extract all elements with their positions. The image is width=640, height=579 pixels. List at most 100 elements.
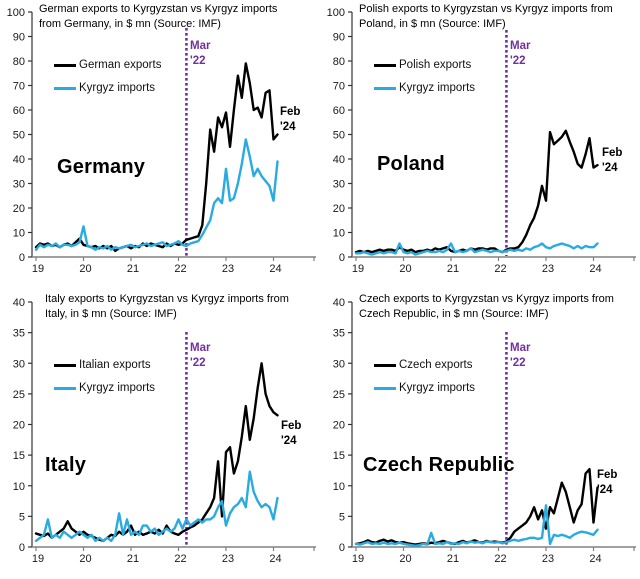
chart-panel-italy: 0 5 10 15 20 25 30 35 40 19 20 21 22 23 24 Italy expor… xyxy=(0,290,320,579)
y-tick-label: 10 xyxy=(13,481,25,493)
chart-title: Italy exports to Kyrgyzstan vs Kyrgyz im… xyxy=(45,292,321,322)
y-tick-label: 40 xyxy=(333,297,345,309)
import-line-swatch xyxy=(54,386,76,390)
x-tick-label: 22 xyxy=(174,263,186,275)
legend-item-exports: Czech exports xyxy=(374,359,475,371)
y-tick-label: 60 xyxy=(333,105,345,117)
legend-item-imports: Kyrgyz imports xyxy=(374,382,475,394)
y-tick-label: 50 xyxy=(13,130,25,142)
country-label: Poland xyxy=(377,153,445,175)
x-tick-label: 21 xyxy=(447,553,459,565)
import-line-swatch xyxy=(54,86,76,90)
legend-item-exports: Polish exports xyxy=(374,59,475,71)
x-tick-label: 23 xyxy=(542,263,554,275)
y-tick-label: 50 xyxy=(333,130,345,142)
legend: German exports Kyrgyz imports xyxy=(54,59,161,94)
chart-title-line1: Italy exports to Kyrgyzstan vs Kyrgyz im… xyxy=(45,293,289,305)
export-line-swatch xyxy=(54,63,76,67)
x-tick-label: 20 xyxy=(79,553,91,565)
mar-22-annotation: Mar '22 xyxy=(510,40,531,67)
x-tick-label: 22 xyxy=(494,553,506,565)
x-tick-label: 23 xyxy=(542,553,554,565)
chart-title-line2: from Germany, in $ mn (Source: IMF) xyxy=(39,18,221,30)
country-label: Italy xyxy=(45,454,87,476)
export-line-swatch xyxy=(374,63,396,67)
y-tick-label: 0 xyxy=(339,252,345,264)
y-tick-label: 15 xyxy=(333,450,345,462)
chart-title: Czech exports to Kyrgyzstan vs Kyrgyz im… xyxy=(359,292,635,322)
y-tick-label: 20 xyxy=(333,420,345,432)
y-tick-label: 80 xyxy=(13,56,25,68)
y-tick-label: 100 xyxy=(7,7,25,19)
x-tick-label: 23 xyxy=(222,553,234,565)
y-tick-label: 40 xyxy=(13,154,25,166)
feb-24-annotation: Feb '24 xyxy=(602,147,623,174)
legend: Polish exports Kyrgyz imports xyxy=(374,59,475,94)
chart-title-line2: Poland, in $ mn (Source: IMF) xyxy=(359,18,506,30)
y-tick-label: 80 xyxy=(333,56,345,68)
x-tick-label: 19 xyxy=(32,263,44,275)
chart-panel-czech-republic: 0 5 10 15 20 25 30 35 40 19 20 21 22 23 24 Czech expor… xyxy=(320,290,640,579)
x-tick-label: 21 xyxy=(447,263,459,275)
feb-24-annotation: Feb '24 xyxy=(597,469,618,496)
mar-22-annotation: Mar '22 xyxy=(510,342,531,369)
y-tick-label: 90 xyxy=(333,32,345,44)
chart-title-line1: Czech exports to Kyrgyzstan vs Kyrgyz im… xyxy=(359,293,614,305)
y-tick-label: 0 xyxy=(19,252,25,264)
import-line-swatch xyxy=(374,386,396,390)
x-tick-label: 24 xyxy=(269,263,281,275)
legend-label-imports: Kyrgyz imports xyxy=(399,382,476,394)
legend-item-imports: Kyrgyz imports xyxy=(54,382,155,394)
y-tick-label: 35 xyxy=(13,328,25,340)
legend-item-exports: Italian exports xyxy=(54,359,155,371)
legend-label-imports: Kyrgyz imports xyxy=(399,82,476,94)
x-tick-label: 24 xyxy=(269,553,281,565)
y-tick-label: 70 xyxy=(13,81,25,93)
x-tick-label: 22 xyxy=(174,553,186,565)
y-tick-label: 35 xyxy=(333,328,345,340)
legend-label-exports: German exports xyxy=(79,59,162,71)
imports-series-line xyxy=(354,504,599,548)
y-tick-label: 40 xyxy=(333,154,345,166)
x-tick-label: 19 xyxy=(32,553,44,565)
germany-plot: 0 10 20 30 40 50 60 70 80 90 100 19 20 21 22 23 24 xyxy=(7,7,316,275)
y-tick-label: 0 xyxy=(19,542,25,554)
y-tick-label: 25 xyxy=(13,389,25,401)
y-tick-label: 10 xyxy=(13,228,25,240)
y-tick-label: 90 xyxy=(13,32,25,44)
legend-label-exports: Czech exports xyxy=(399,359,473,371)
y-tick-label: 30 xyxy=(13,358,25,370)
legend: Italian exports Kyrgyz imports xyxy=(54,359,155,394)
feb-24-annotation: Feb '24 xyxy=(280,106,301,133)
y-tick-label: 5 xyxy=(19,511,25,523)
poland-plot: 0 10 20 30 40 50 60 70 80 90 100 19 20 21 22 23 24 xyxy=(327,7,636,275)
y-tick-label: 15 xyxy=(13,450,25,462)
legend-label-exports: Polish exports xyxy=(399,59,472,71)
legend-label-imports: Kyrgyz imports xyxy=(79,82,156,94)
y-tick-label: 10 xyxy=(333,228,345,240)
y-tick-label: 20 xyxy=(13,203,25,215)
x-tick-label: 20 xyxy=(79,263,91,275)
italy-plot: 0 5 10 15 20 25 30 35 40 19 20 21 22 23 24 xyxy=(13,297,316,565)
chart-title-line2: Czech Republic, in $ mn (Source: IMF) xyxy=(359,308,549,320)
chart-panel-poland: 0 10 20 30 40 50 60 70 80 90 100 19 20 21 22 23 24 Polis… xyxy=(320,0,640,290)
x-tick-label: 21 xyxy=(127,553,139,565)
imports-series-line xyxy=(354,242,599,256)
czech-republic-plot: 0 5 10 15 20 25 30 35 40 19 20 21 22 23 24 xyxy=(333,297,636,565)
legend-label-exports: Italian exports xyxy=(79,359,151,371)
mar-22-annotation: Mar '22 xyxy=(190,342,211,369)
y-tick-label: 70 xyxy=(333,81,345,93)
imports-series-line xyxy=(34,470,279,543)
chart-title: German exports to Kyrgyzstan vs Kyrgyz i… xyxy=(39,2,315,32)
legend-item-exports: German exports xyxy=(54,59,161,71)
feb-24-annotation: Feb '24 xyxy=(281,420,302,447)
country-label: Germany xyxy=(57,156,146,178)
chart-panel-germany: 0 10 20 30 40 50 60 70 80 90 100 19 20 21 22 23 24 Germa… xyxy=(0,0,320,290)
x-tick-label: 19 xyxy=(352,553,364,565)
y-tick-label: 20 xyxy=(13,420,25,432)
y-tick-label: 0 xyxy=(339,542,345,554)
y-tick-label: 25 xyxy=(333,389,345,401)
y-tick-label: 40 xyxy=(13,297,25,309)
legend-item-imports: Kyrgyz imports xyxy=(374,82,475,94)
